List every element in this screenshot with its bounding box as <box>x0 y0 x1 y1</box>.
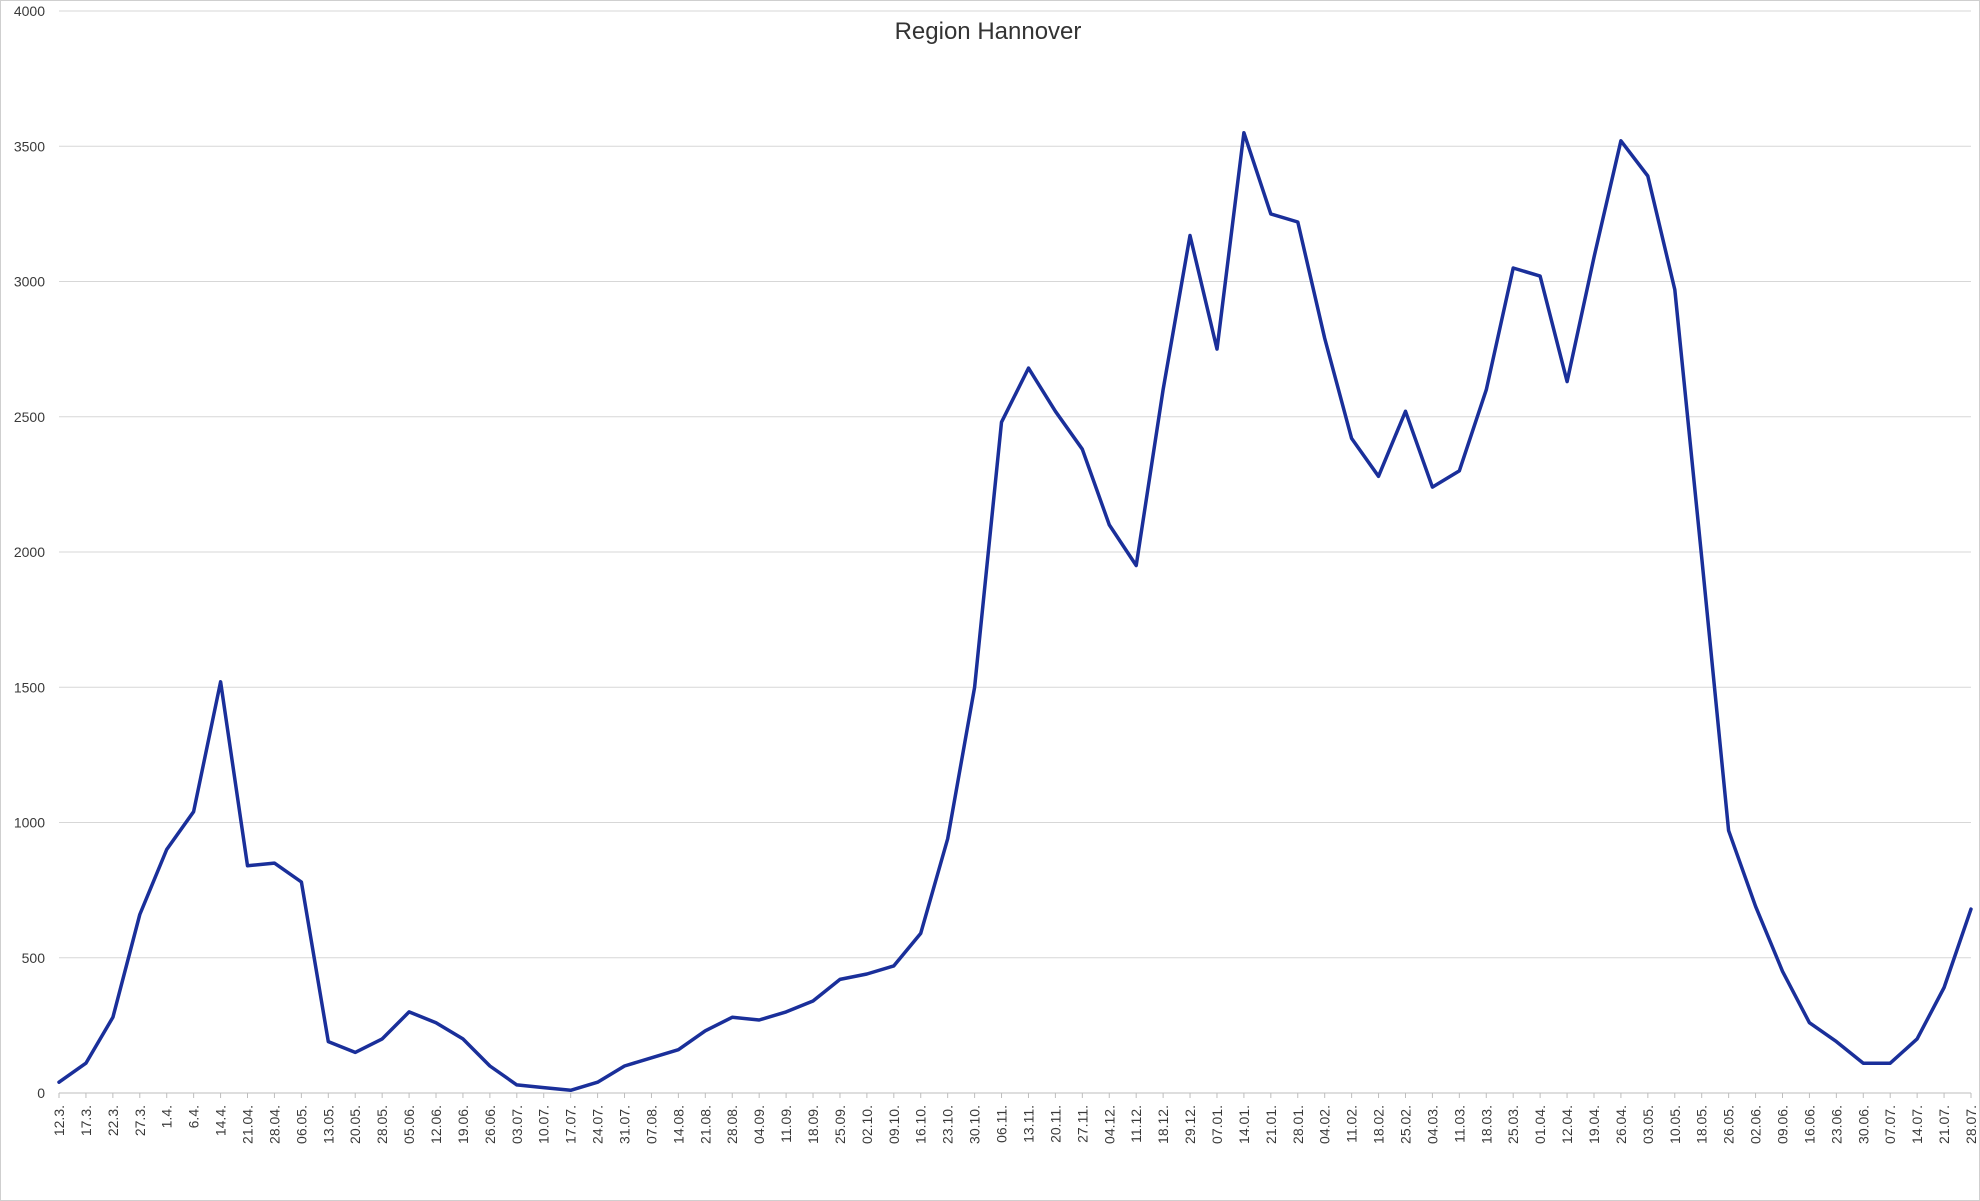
x-tick-label: 21.01. <box>1263 1105 1279 1144</box>
x-tick-label: 24.07. <box>590 1105 606 1144</box>
x-tick-label: 18.09. <box>805 1105 821 1144</box>
x-tick-label: 23.06. <box>1828 1105 1844 1144</box>
x-tick-label: 16.06. <box>1801 1105 1817 1144</box>
x-tick-label: 25.02. <box>1397 1105 1413 1144</box>
x-tick-label: 11.09. <box>778 1105 794 1143</box>
x-tick-label: 28.01. <box>1290 1105 1306 1144</box>
x-tick-label: 25.09. <box>832 1105 848 1144</box>
y-tick-label: 4000 <box>14 3 45 19</box>
x-tick-label: 31.07. <box>617 1105 633 1144</box>
x-tick-label: 28.08. <box>724 1105 740 1144</box>
x-tick-label: 19.04. <box>1586 1105 1602 1144</box>
x-tick-label: 30.10. <box>967 1105 983 1144</box>
x-tick-label: 29.12. <box>1182 1105 1198 1144</box>
x-tick-label: 21.04. <box>240 1105 256 1144</box>
x-axis: 12.3. 17.3. 22.3. 27.3. 1.4. 6.4. 14.4. 21.04. 2… <box>51 1093 1979 1144</box>
x-tick-label: 28.04. <box>266 1105 282 1144</box>
x-tick-label: 04.03. <box>1424 1105 1440 1144</box>
x-tick-label: 14.07. <box>1909 1105 1925 1144</box>
x-tick-label: 07.08. <box>643 1105 659 1144</box>
x-tick-label: 06.05. <box>293 1105 309 1144</box>
x-tick-label: 13.11. <box>1020 1105 1036 1143</box>
x-tick-label: 10.05. <box>1667 1105 1683 1144</box>
chart-title: Region Hannover <box>895 18 1082 45</box>
x-tick-label: 26.04. <box>1613 1105 1629 1144</box>
x-tick-label: 03.07. <box>509 1105 525 1144</box>
x-tick-label: 07.07. <box>1882 1105 1898 1144</box>
x-tick-label: 11.02. <box>1344 1105 1360 1143</box>
x-tick-label: 21.07. <box>1936 1105 1952 1144</box>
x-tick-label: 11.12. <box>1128 1105 1144 1143</box>
x-tick-label: 21.08. <box>697 1105 713 1144</box>
x-tick-label: 30.06. <box>1855 1105 1871 1144</box>
x-tick-label: 05.06. <box>401 1105 417 1144</box>
x-tick-label: 11.03. <box>1451 1105 1467 1143</box>
gridlines <box>59 10 1971 1094</box>
x-tick-label: 25.03. <box>1505 1105 1521 1144</box>
y-tick-label: 3000 <box>14 274 45 290</box>
x-tick-label: 27.3. <box>132 1105 148 1136</box>
x-tick-label: 22.3. <box>105 1105 121 1136</box>
x-tick-label: 01.04. <box>1532 1105 1548 1144</box>
x-tick-label: 17.3. <box>78 1105 94 1136</box>
x-tick-label: 16.10. <box>913 1105 929 1144</box>
x-tick-label: 28.07. <box>1963 1105 1979 1144</box>
x-tick-label: 02.10. <box>859 1105 875 1144</box>
y-tick-label: 2000 <box>14 544 45 560</box>
x-tick-label: 06.11. <box>994 1105 1010 1143</box>
y-tick-label: 500 <box>22 950 46 966</box>
x-tick-label: 04.12. <box>1101 1105 1117 1144</box>
x-tick-label: 26.05. <box>1721 1105 1737 1144</box>
y-tick-label: 0 <box>37 1085 45 1101</box>
x-tick-label: 23.10. <box>940 1105 956 1144</box>
x-tick-label: 14.01. <box>1236 1105 1252 1144</box>
x-tick-label: 07.01. <box>1209 1105 1225 1144</box>
x-tick-label: 27.11. <box>1074 1105 1090 1143</box>
x-tick-label: 14.08. <box>670 1105 686 1144</box>
x-tick-label: 26.06. <box>482 1105 498 1144</box>
y-tick-label: 3500 <box>14 138 45 154</box>
x-tick-label: 04.09. <box>751 1105 767 1144</box>
y-tick-label: 1500 <box>14 679 45 695</box>
x-tick-label: 02.06. <box>1748 1105 1764 1144</box>
x-tick-label: 14.4. <box>213 1105 229 1136</box>
x-tick-label: 18.03. <box>1478 1105 1494 1144</box>
x-tick-label: 12.04. <box>1559 1105 1575 1144</box>
x-tick-label: 18.02. <box>1371 1105 1387 1144</box>
x-tick-label: 10.07. <box>536 1105 552 1144</box>
x-tick-label: 20.05. <box>347 1105 363 1144</box>
x-tick-label: 18.05. <box>1694 1105 1710 1144</box>
x-tick-label: 28.05. <box>374 1105 390 1144</box>
x-tick-label: 09.10. <box>886 1105 902 1144</box>
y-tick-label: 1000 <box>14 815 45 831</box>
x-tick-label: 12.06. <box>428 1105 444 1144</box>
x-tick-label: 17.07. <box>563 1105 579 1144</box>
x-tick-label: 04.02. <box>1317 1105 1333 1144</box>
y-tick-label: 2500 <box>14 409 45 425</box>
x-tick-label: 12.3. <box>51 1105 67 1136</box>
series-line <box>57 130 1973 1093</box>
series-layer <box>57 130 1973 1093</box>
x-tick-label: 19.06. <box>455 1105 471 1144</box>
x-tick-label: 1.4. <box>159 1105 175 1128</box>
y-axis: 0 500 1000 1500 2000 2500 3000 3500 4000 <box>14 3 45 1101</box>
x-tick-label: 03.05. <box>1640 1105 1656 1144</box>
x-tick-label: 18.12. <box>1155 1105 1171 1144</box>
x-tick-label: 6.4. <box>186 1105 202 1128</box>
x-tick-label: 09.06. <box>1774 1105 1790 1144</box>
x-tick-label: 13.05. <box>320 1105 336 1144</box>
x-tick-label: 20.11. <box>1047 1105 1063 1143</box>
